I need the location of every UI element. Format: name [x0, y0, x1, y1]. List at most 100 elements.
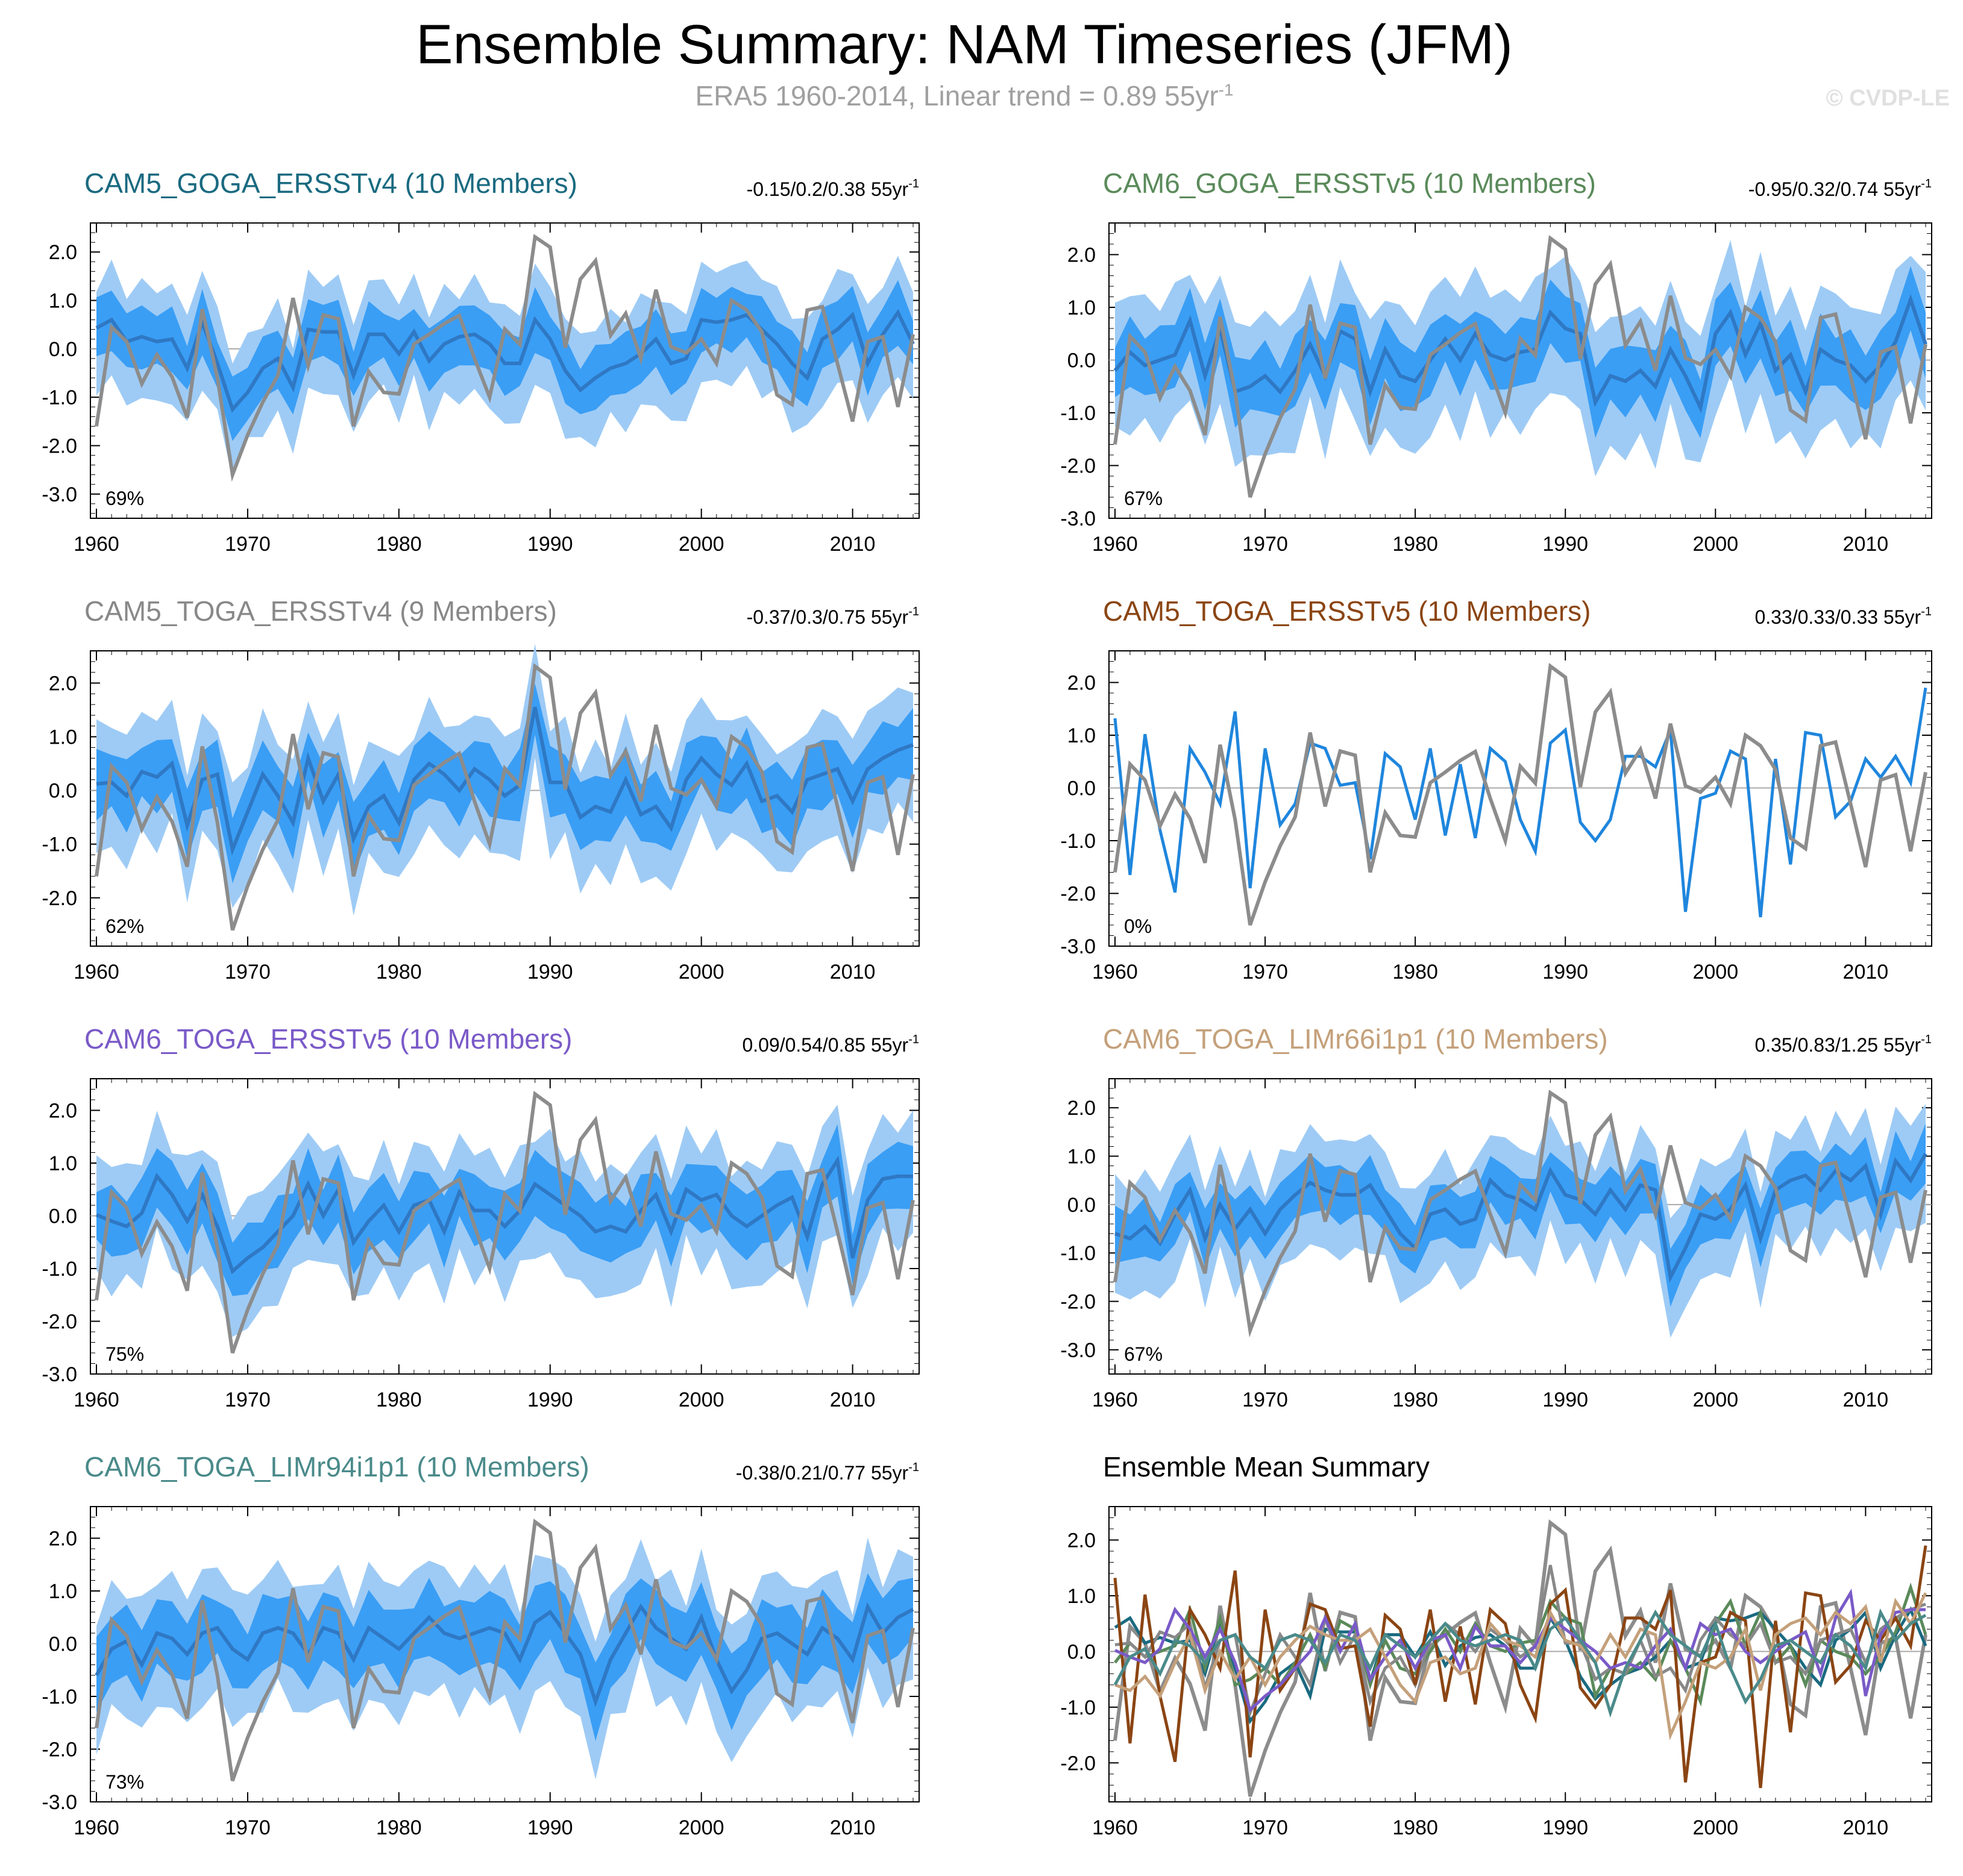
- y-tick-label: 2.0: [49, 672, 77, 695]
- y-tick-label: -1.0: [1060, 1696, 1096, 1719]
- x-tick-label: 1990: [527, 1388, 573, 1411]
- panel-title: CAM6_GOGA_ERSSTv5 (10 Members): [1103, 168, 1596, 199]
- panel-CAM6_TOGA_LIMr66i1p1: CAM6_TOGA_LIMr66i1p1 (10 Members) 0.35/0.…: [1060, 1023, 1932, 1411]
- panel-CAM6_GOGA_ERSSTv5: CAM6_GOGA_ERSSTv5 (10 Members) -0.95/0.32…: [1060, 168, 1932, 556]
- y-tick-label: 1.0: [1067, 1146, 1096, 1169]
- y-tick-label: 2.0: [1067, 244, 1096, 267]
- trend-label: 0.33/0.33/0.33 55yr-1: [1754, 605, 1932, 628]
- subtitle-sup: -1: [1218, 80, 1234, 99]
- y-tick-label: 1.0: [49, 726, 77, 749]
- y-tick-label: -2.0: [1060, 1291, 1096, 1314]
- x-tick-label: 1970: [1242, 1388, 1288, 1411]
- y-tick-label: -2.0: [42, 1311, 77, 1334]
- x-tick-label: 2000: [1692, 533, 1738, 556]
- x-tick-label: 2010: [830, 1388, 876, 1411]
- observed-era5-line: [95, 1090, 915, 1354]
- x-tick-label: 1960: [74, 533, 119, 556]
- inner-spread-band: [1115, 1123, 1926, 1307]
- x-tick-label: 1990: [1542, 1816, 1588, 1839]
- trend-label: -0.38/0.21/0.77 55yr-1: [736, 1461, 919, 1484]
- ensemble-mean-line: [1113, 293, 1927, 413]
- observed-era5-line: [95, 1518, 915, 1781]
- observed-era5-line: [95, 234, 915, 482]
- x-tick-label: 1980: [1392, 1816, 1438, 1839]
- x-tick-label: 1980: [1392, 533, 1438, 556]
- inner-spread-band: [96, 683, 913, 883]
- watermark: © CVDP-LE: [1826, 86, 1950, 111]
- y-tick-label: -2.0: [42, 1739, 77, 1761]
- panel-title: CAM5_TOGA_ERSSTv4 (9 Members): [84, 595, 557, 627]
- y-tick-label: 1.0: [49, 1152, 77, 1175]
- summary-line-CAM5_TOGA_ERSSTv4: [1114, 1564, 1926, 1719]
- y-tick-label: -1.0: [42, 1258, 77, 1281]
- x-tick-label: 2010: [830, 1816, 876, 1839]
- x-tick-label: 1970: [1242, 1816, 1288, 1839]
- x-tick-label: 1970: [225, 961, 271, 983]
- x-tick-label: 1990: [1542, 1388, 1588, 1411]
- x-tick-label: 1960: [1092, 961, 1138, 983]
- y-tick-label: -2.0: [42, 887, 77, 910]
- x-tick-label: 1960: [1092, 1388, 1138, 1411]
- x-tick-label: 1980: [376, 1388, 422, 1411]
- percent-label: 69%: [105, 488, 144, 509]
- x-tick-label: 1970: [225, 1388, 271, 1411]
- x-tick-label: 1970: [225, 1816, 271, 1839]
- y-tick-label: -1.0: [42, 386, 77, 409]
- y-tick-label: 0.0: [49, 1205, 77, 1228]
- y-tick-label: 2.0: [49, 1100, 77, 1123]
- observed-era5-line: [1113, 1519, 1927, 1797]
- y-tick-label: -3.0: [1060, 1339, 1096, 1362]
- y-tick-label: -2.0: [1060, 883, 1096, 906]
- x-tick-label: 1980: [376, 1816, 422, 1839]
- y-tick-label: 0.0: [1067, 1194, 1096, 1217]
- x-tick-label: 1970: [1242, 533, 1288, 556]
- panel-CAM5_GOGA_ERSSTv4: CAM5_GOGA_ERSSTv4 (10 Members) -0.15/0.2/…: [42, 168, 920, 556]
- inner-spread-band: [96, 1573, 913, 1741]
- summary-line-CAM6_TOGA_LIMr94i1p1: [1113, 1608, 1927, 1718]
- figure-subtitle: ERA5 1960-2014, Linear trend = 0.89 55yr…: [0, 80, 1929, 112]
- panel-title: CAM6_TOGA_ERSSTv5 (10 Members): [84, 1023, 573, 1055]
- panel-CAM5_TOGA_ERSSTv5: CAM5_TOGA_ERSSTv5 (10 Members) 0.33/0.33/…: [1060, 595, 1932, 983]
- y-tick-label: -3.0: [1060, 507, 1096, 530]
- observed-era5-line: [1113, 1090, 1927, 1338]
- ensemble-mean-line: [95, 309, 915, 413]
- x-tick-label: 1990: [1542, 533, 1588, 556]
- x-tick-label: 2000: [1692, 961, 1738, 983]
- x-tick-label: 1960: [1092, 533, 1138, 556]
- panel-CAM5_TOGA_ERSSTv4: CAM5_TOGA_ERSSTv4 (9 Members) -0.37/0.3/0…: [42, 595, 920, 983]
- y-tick-label: 2.0: [1067, 1529, 1096, 1552]
- x-tick-label: 2010: [830, 961, 876, 983]
- trend-label: -0.15/0.2/0.38 55yr-1: [747, 177, 919, 200]
- y-tick-label: -2.0: [42, 435, 77, 458]
- panel-title: CAM6_TOGA_LIMr94i1p1 (10 Members): [84, 1451, 589, 1482]
- inner-spread-band: [96, 1124, 913, 1296]
- y-tick-label: 0.0: [49, 780, 77, 803]
- y-tick-label: 2.0: [1067, 1097, 1096, 1120]
- x-tick-label: 2000: [1692, 1388, 1738, 1411]
- y-tick-label: 1.0: [49, 1580, 77, 1603]
- subtitle-text: ERA5 1960-2014, Linear trend = 0.89 55yr: [695, 80, 1219, 111]
- percent-label: 67%: [1124, 1343, 1163, 1365]
- x-tick-label: 1960: [74, 1388, 119, 1411]
- panel-CAM6_TOGA_LIMr94i1p1: CAM6_TOGA_LIMr94i1p1 (10 Members) -0.38/0…: [42, 1451, 920, 1839]
- y-tick-label: 1.0: [1067, 296, 1096, 319]
- y-tick-label: 0.0: [1067, 1640, 1096, 1663]
- percent-label: 67%: [1124, 488, 1163, 509]
- x-tick-label: 1990: [527, 533, 573, 556]
- y-tick-label: 1.0: [49, 290, 77, 313]
- y-tick-label: -1.0: [1060, 1242, 1096, 1265]
- x-tick-label: 2010: [1843, 1816, 1889, 1839]
- y-tick-label: -3.0: [42, 1791, 77, 1814]
- x-tick-label: 2000: [679, 533, 724, 556]
- x-tick-label: 1980: [1392, 961, 1438, 983]
- ensemble-mean-line: [95, 1602, 914, 1708]
- panel-title: CAM5_TOGA_ERSSTv5 (10 Members): [1103, 595, 1591, 627]
- trend-label: -0.95/0.32/0.74 55yr-1: [1748, 177, 1932, 200]
- ensemble-mean-line: [96, 706, 914, 856]
- y-tick-label: 2.0: [49, 1528, 77, 1551]
- x-tick-label: 1990: [527, 961, 573, 983]
- x-tick-label: 1990: [1542, 961, 1588, 983]
- panel-title: CAM5_GOGA_ERSSTv4 (10 Members): [84, 168, 577, 199]
- y-tick-label: 0.0: [1067, 777, 1096, 800]
